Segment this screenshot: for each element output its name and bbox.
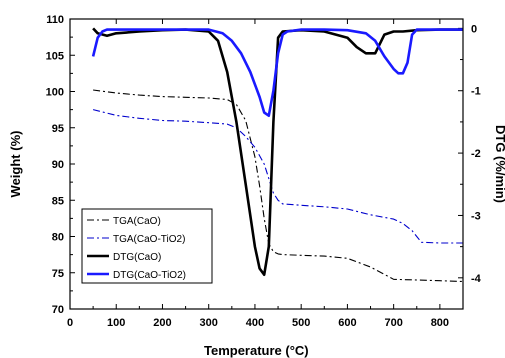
legend-label: DTG(CaO-TiO2) xyxy=(113,270,186,281)
x-tick-label: 0 xyxy=(67,317,73,329)
y-left-tick-label: 105 xyxy=(46,50,64,62)
y-left-tick-label: 85 xyxy=(52,195,64,207)
legend-label: TGA(CaO) xyxy=(113,216,161,227)
legend: TGA(CaO) TGA(CaO-TiO2) DTG(CaO) DTG(CaO-TiO… xyxy=(81,208,213,284)
y-axis-right-title: DTG (%/min) xyxy=(493,125,505,203)
y-left-tick-label: 100 xyxy=(46,87,64,99)
y-left-tick-label: 75 xyxy=(52,268,64,280)
x-tick-label: 600 xyxy=(338,317,356,329)
x-tick-label: 200 xyxy=(153,317,171,329)
y-axis-left-title: Weight (%) xyxy=(8,131,23,198)
y-right-tick-label: -3 xyxy=(471,210,481,222)
y-left-tick-label: 110 xyxy=(46,14,64,26)
y-right-tick-label: -4 xyxy=(471,273,482,285)
x-tick-label: 800 xyxy=(431,317,449,329)
x-tick-label: 500 xyxy=(292,317,310,329)
tick-marks xyxy=(69,18,463,310)
x-tick-label: 700 xyxy=(384,317,402,329)
tick-labels: 0 100 200 300 400 500 600 700 800 70 75 80 85 90 95 100… xyxy=(46,14,482,329)
y-left-tick-label: 70 xyxy=(52,304,64,316)
y-left-tick-label: 80 xyxy=(52,232,64,244)
x-axis-title: Temperature (°C) xyxy=(204,343,309,358)
x-tick-label: 400 xyxy=(246,317,264,329)
x-tick-label: 100 xyxy=(107,317,125,329)
y-left-tick-label: 95 xyxy=(52,123,64,135)
y-right-tick-label: 0 xyxy=(471,23,477,35)
legend-box xyxy=(81,208,213,284)
legend-label: DTG(CaO) xyxy=(113,252,161,263)
series-lines xyxy=(91,27,464,283)
series-line-3 xyxy=(91,28,463,117)
y-right-tick-label: -1 xyxy=(471,86,481,98)
x-tick-label: 300 xyxy=(200,317,218,329)
series-line-1 xyxy=(92,109,463,244)
plot-frame xyxy=(69,18,464,310)
y-right-tick-label: -2 xyxy=(471,148,481,160)
legend-label: TGA(CaO-TiO2) xyxy=(113,234,185,245)
y-left-tick-label: 90 xyxy=(52,159,64,171)
series-line-0 xyxy=(93,89,464,283)
